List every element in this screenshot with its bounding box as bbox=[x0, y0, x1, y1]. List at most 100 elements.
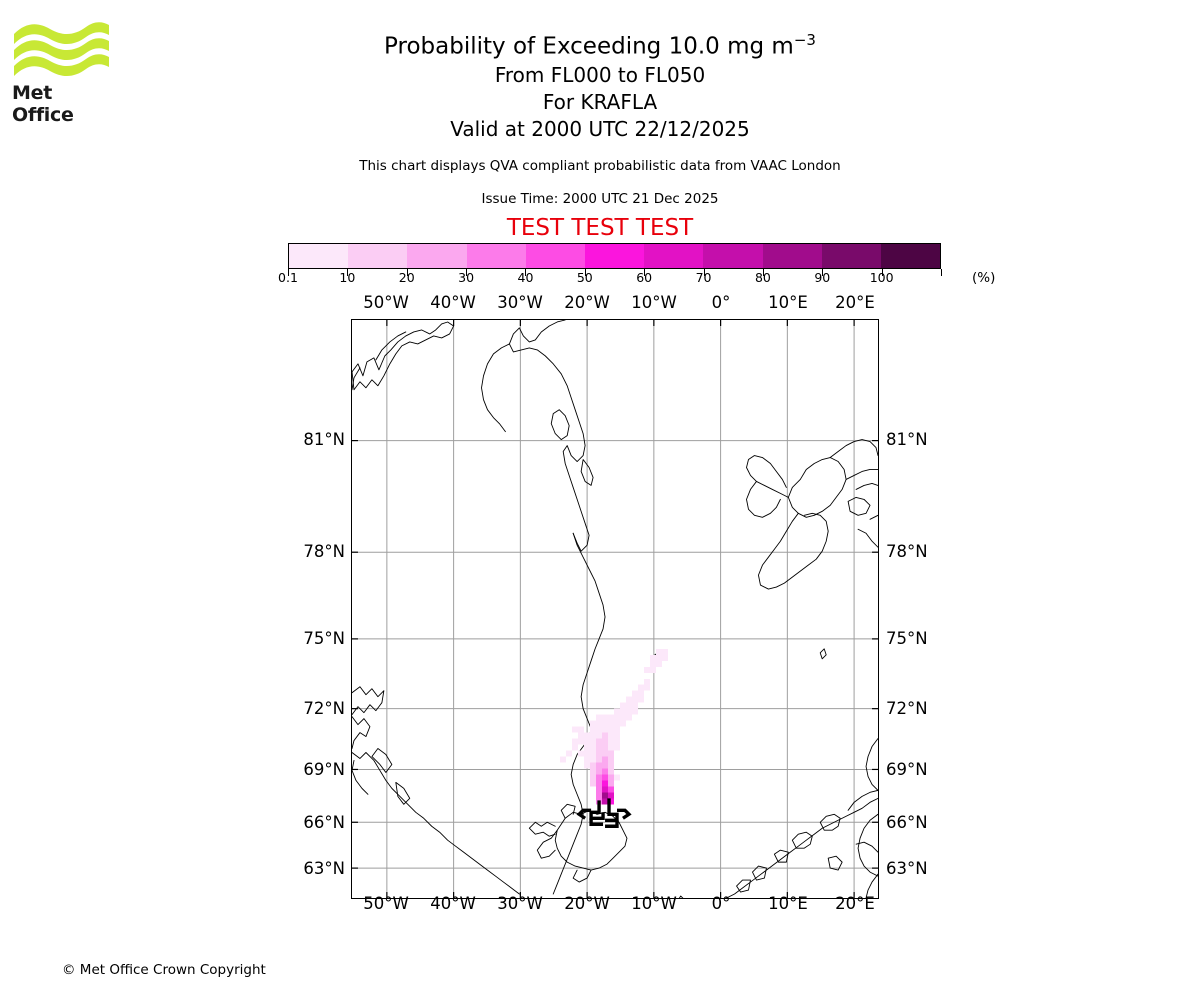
probability-cell bbox=[578, 726, 585, 733]
lon-label-bottom-30°W: 30°W bbox=[497, 894, 543, 913]
probability-colorbar bbox=[288, 243, 941, 269]
colorbar-segment-50 bbox=[584, 244, 645, 268]
probability-cell bbox=[602, 714, 609, 721]
probability-cell bbox=[584, 750, 591, 757]
probability-cell bbox=[590, 750, 597, 757]
lat-label-right-81°N: 81°N bbox=[886, 430, 928, 449]
met-office-waves-icon bbox=[14, 22, 109, 77]
colorbar-segment-80 bbox=[762, 244, 822, 268]
probability-cell bbox=[566, 750, 573, 757]
probability-cell bbox=[643, 684, 650, 691]
probability-cell bbox=[608, 756, 615, 763]
probability-cell bbox=[602, 762, 609, 769]
lon-label-bottom-10°E: 10°E bbox=[768, 894, 808, 913]
probability-cell bbox=[596, 768, 603, 775]
probability-cell bbox=[608, 744, 615, 751]
map-plot-area[interactable] bbox=[351, 319, 879, 899]
lon-label-bottom-50°W: 50°W bbox=[363, 894, 409, 913]
probability-cell bbox=[572, 726, 579, 733]
lat-label-left-78°N: 78°N bbox=[303, 542, 345, 561]
probability-cell bbox=[584, 762, 591, 769]
probability-cell bbox=[590, 726, 597, 733]
lon-label-top-30°W: 30°W bbox=[497, 293, 543, 312]
volcano-source-marker bbox=[576, 798, 632, 828]
probability-cell bbox=[614, 714, 620, 721]
colorbar-segment-10 bbox=[348, 244, 408, 268]
lat-label-right-72°N: 72°N bbox=[886, 699, 928, 718]
probability-cell bbox=[572, 738, 579, 745]
colorbar-tick bbox=[644, 269, 646, 276]
colorbar-segment-100 bbox=[880, 244, 941, 268]
probability-cell bbox=[608, 768, 615, 775]
test-banner: TEST TEST TEST bbox=[506, 215, 694, 241]
probability-cell bbox=[608, 720, 615, 727]
probability-cell bbox=[631, 702, 638, 709]
probability-cell bbox=[655, 660, 662, 667]
probability-cell bbox=[596, 762, 603, 769]
probability-cell bbox=[637, 696, 644, 703]
colorbar-tick-label-90: 90 bbox=[814, 270, 831, 285]
probability-cell bbox=[625, 702, 632, 709]
probability-cell bbox=[649, 666, 656, 673]
probability-cell bbox=[602, 744, 609, 751]
map-gridlines bbox=[352, 320, 878, 898]
probability-cell bbox=[614, 708, 620, 715]
probability-cell bbox=[631, 690, 638, 697]
probability-cell bbox=[596, 750, 603, 757]
probability-cell bbox=[590, 744, 597, 751]
colorbar-tick bbox=[703, 269, 705, 276]
lat-label-right-75°N: 75°N bbox=[886, 629, 928, 648]
probability-cell bbox=[602, 720, 609, 727]
probability-cell bbox=[590, 756, 597, 763]
probability-cell bbox=[578, 732, 585, 739]
lat-label-right-66°N: 66°N bbox=[886, 813, 928, 832]
probability-cell bbox=[614, 744, 620, 751]
map-svg bbox=[352, 320, 878, 898]
met-office-wordmark: Met Office bbox=[12, 82, 74, 126]
probability-cell bbox=[614, 726, 620, 733]
probability-cell bbox=[602, 786, 609, 793]
probability-cell bbox=[596, 792, 603, 799]
probability-cell bbox=[619, 720, 626, 727]
probability-cell bbox=[614, 738, 620, 745]
probability-cell bbox=[619, 702, 626, 709]
lon-label-top-10°W: 10°W bbox=[631, 293, 677, 312]
colorbar-tick bbox=[466, 269, 468, 276]
probability-cell bbox=[590, 762, 597, 769]
probability-cell bbox=[608, 774, 615, 781]
probability-cell bbox=[614, 774, 620, 781]
lon-label-top-50°W: 50°W bbox=[363, 293, 409, 312]
colorbar-tick bbox=[881, 269, 883, 276]
lat-label-left-72°N: 72°N bbox=[303, 699, 345, 718]
colorbar-tick-labels: 0.1 10 20 30 40 50 60 70 80 90 100 bbox=[0, 270, 1200, 286]
lon-label-bottom-20°E: 20°E bbox=[835, 894, 875, 913]
volcano-subtitle: For KRAFLA bbox=[542, 90, 658, 114]
probability-cell bbox=[602, 780, 609, 787]
page-title-text: Probability of Exceeding 10.0 mg m bbox=[384, 33, 794, 60]
probability-cell bbox=[590, 768, 597, 775]
probability-cell bbox=[643, 666, 650, 673]
probability-cell bbox=[619, 714, 626, 721]
probability-cell bbox=[584, 738, 591, 745]
colorbar-unit-label: (%) bbox=[972, 270, 996, 286]
probability-cell bbox=[578, 738, 585, 745]
probability-cell bbox=[608, 732, 615, 739]
lat-label-left-66°N: 66°N bbox=[303, 813, 345, 832]
valid-time-subtitle: Valid at 2000 UTC 22/12/2025 bbox=[450, 117, 750, 141]
probability-cell bbox=[602, 768, 609, 775]
probability-cell bbox=[596, 720, 603, 727]
colorbar-tick-label-80: 80 bbox=[754, 270, 771, 285]
probability-cell bbox=[625, 714, 632, 721]
probability-cell bbox=[602, 756, 609, 763]
lon-label-top-40°W: 40°W bbox=[430, 293, 476, 312]
probability-cell bbox=[608, 798, 615, 805]
probability-cell bbox=[608, 738, 615, 745]
probability-cell bbox=[590, 732, 597, 739]
lon-label-bottom-40°W: 40°W bbox=[430, 894, 476, 913]
probability-cell bbox=[596, 744, 603, 751]
probability-cell bbox=[602, 732, 609, 739]
colorbar-segment-30 bbox=[466, 244, 526, 268]
colorbar-tick bbox=[941, 269, 942, 276]
colorbar-tick-label-40: 40 bbox=[517, 270, 534, 285]
probability-cell bbox=[608, 780, 615, 787]
